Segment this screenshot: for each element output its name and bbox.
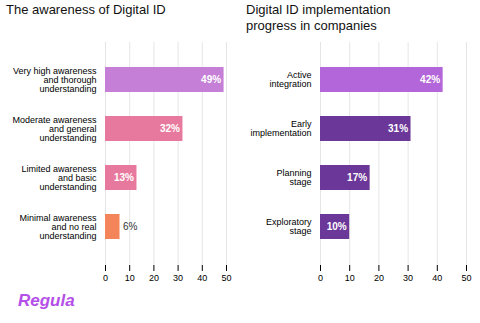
svg-text:20: 20 — [374, 273, 384, 283]
svg-text:31%: 31% — [388, 123, 408, 134]
svg-text:Minimal awarenessand no realun: Minimal awarenessand no realunderstandin… — [19, 213, 97, 241]
svg-text:Earlyimplementation: Earlyimplementation — [250, 119, 312, 138]
svg-text:Activeintegration: Activeintegration — [269, 70, 311, 89]
svg-text:10%: 10% — [327, 221, 347, 232]
svg-text:40: 40 — [197, 273, 207, 283]
svg-text:10: 10 — [345, 273, 355, 283]
svg-text:49%: 49% — [201, 74, 221, 85]
svg-text:Planningstage: Planningstage — [276, 168, 311, 187]
svg-text:30: 30 — [403, 273, 413, 283]
svg-text:0: 0 — [103, 273, 108, 283]
svg-text:40: 40 — [432, 273, 442, 283]
svg-text:6%: 6% — [123, 221, 138, 232]
html-text:Digital ID implementation prog: Digital ID implementation progress in co… — [246, 2, 391, 33]
svg-text:20: 20 — [149, 273, 159, 283]
svg-text:0: 0 — [318, 273, 323, 283]
svg-text:Moderate awarenessand generalu: Moderate awarenessand generalunderstandi… — [12, 115, 97, 143]
svg-text:13%: 13% — [114, 172, 134, 183]
svg-text:30: 30 — [173, 273, 183, 283]
svg-text:32%: 32% — [160, 123, 180, 134]
svg-text:Exploratorystage: Exploratorystage — [266, 217, 312, 236]
svg-text:50: 50 — [461, 273, 471, 283]
svg-text:Very high awarenessand thoroug: Very high awarenessand thoroughunderstan… — [13, 66, 97, 94]
svg-text:42%: 42% — [420, 74, 440, 85]
svg-text:10: 10 — [125, 273, 135, 283]
svg-text:Limited awarenessand basicunde: Limited awarenessand basicunderstanding — [21, 164, 97, 192]
svg-text:17%: 17% — [347, 172, 367, 183]
svg-text:50: 50 — [221, 273, 231, 283]
html-text:Regula: Regula — [18, 291, 75, 310]
html-text:The awareness of Digital ID: The awareness of Digital ID — [6, 2, 166, 17]
